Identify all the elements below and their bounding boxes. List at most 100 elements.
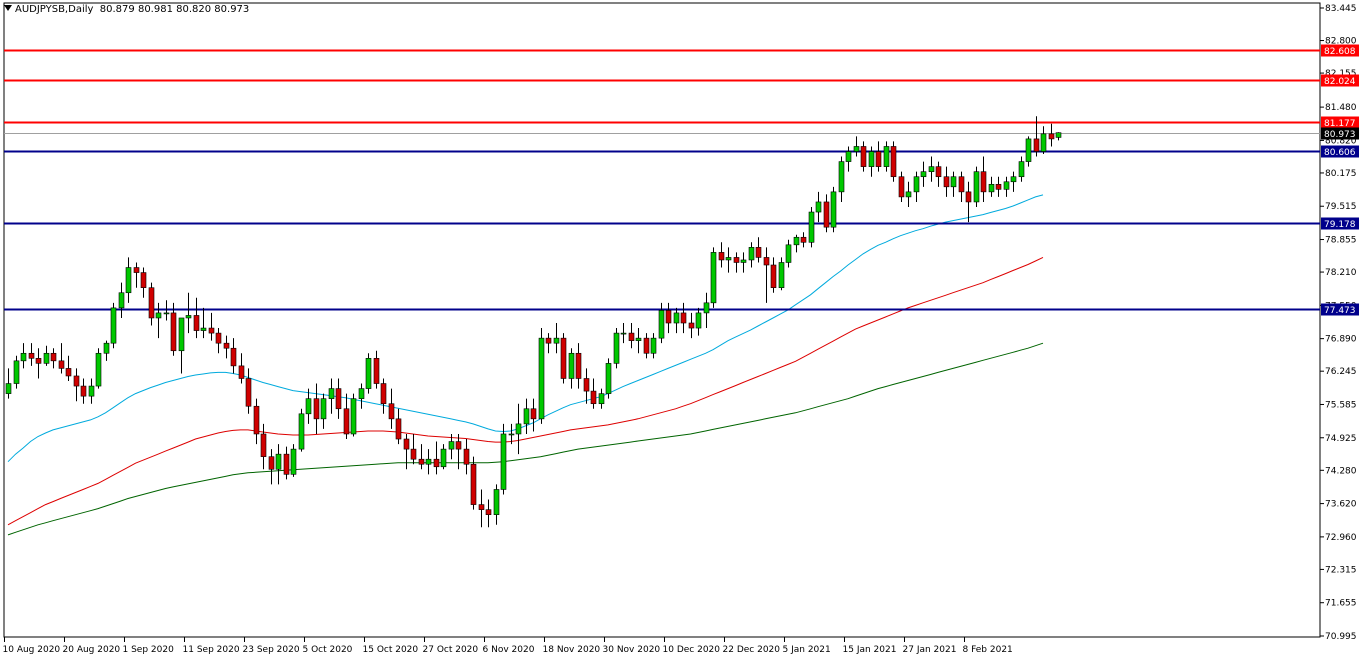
candle[interactable] xyxy=(1018,156,1025,182)
candle[interactable] xyxy=(133,262,140,288)
candle[interactable] xyxy=(208,312,215,341)
candle[interactable] xyxy=(103,340,110,361)
candle[interactable] xyxy=(583,368,590,404)
candle[interactable] xyxy=(35,348,42,379)
candle[interactable] xyxy=(695,307,702,336)
candle[interactable] xyxy=(43,345,50,366)
candle[interactable] xyxy=(830,186,837,233)
candle[interactable] xyxy=(433,441,440,475)
candle[interactable] xyxy=(88,378,95,404)
candle[interactable] xyxy=(313,383,320,434)
candle[interactable] xyxy=(800,232,807,248)
candle[interactable] xyxy=(763,247,770,303)
candle[interactable] xyxy=(260,423,267,470)
candle[interactable] xyxy=(155,302,162,339)
candle[interactable] xyxy=(845,146,852,172)
candle[interactable] xyxy=(253,398,260,445)
candle[interactable] xyxy=(95,348,102,389)
candle[interactable] xyxy=(358,383,365,409)
candle[interactable] xyxy=(245,368,252,414)
candle[interactable] xyxy=(530,398,537,432)
candle[interactable] xyxy=(868,146,875,177)
candle[interactable] xyxy=(718,242,725,268)
candle[interactable] xyxy=(635,328,642,354)
candle[interactable] xyxy=(1055,132,1062,141)
candle[interactable] xyxy=(5,368,12,399)
candle[interactable] xyxy=(448,433,455,460)
candle[interactable] xyxy=(290,444,297,477)
candle[interactable] xyxy=(605,358,612,399)
candle[interactable] xyxy=(80,378,87,404)
candle[interactable] xyxy=(628,323,635,349)
candle[interactable] xyxy=(388,388,395,429)
candle[interactable] xyxy=(58,343,65,374)
candle[interactable] xyxy=(905,181,912,207)
candle[interactable] xyxy=(65,355,72,382)
candle[interactable] xyxy=(740,252,747,273)
candle[interactable] xyxy=(575,343,582,389)
candle[interactable] xyxy=(365,353,372,394)
candle[interactable] xyxy=(1048,123,1055,147)
candle[interactable] xyxy=(688,312,695,339)
candle[interactable] xyxy=(598,388,605,409)
candle[interactable] xyxy=(748,242,755,268)
candle[interactable] xyxy=(838,156,845,202)
candle[interactable] xyxy=(493,484,500,525)
candle[interactable] xyxy=(950,171,957,197)
candle[interactable] xyxy=(725,247,732,273)
candle[interactable] xyxy=(928,156,935,182)
candle[interactable] xyxy=(778,257,785,291)
candle[interactable] xyxy=(808,206,815,248)
candle[interactable] xyxy=(793,234,800,253)
candle[interactable] xyxy=(13,355,20,389)
candle[interactable] xyxy=(470,456,477,510)
candle[interactable] xyxy=(268,449,275,485)
candle[interactable] xyxy=(995,176,1002,197)
candle[interactable] xyxy=(920,161,927,187)
candle[interactable] xyxy=(320,393,327,429)
candle[interactable] xyxy=(28,343,35,366)
candle[interactable] xyxy=(1003,176,1010,197)
candle[interactable] xyxy=(650,333,657,359)
candle[interactable] xyxy=(110,302,117,349)
candle[interactable] xyxy=(973,166,980,207)
candle[interactable] xyxy=(703,292,710,329)
candle[interactable] xyxy=(553,323,560,354)
candle[interactable] xyxy=(73,368,80,402)
candle[interactable] xyxy=(335,378,342,419)
dropdown-triangle-icon[interactable] xyxy=(4,5,12,11)
candle[interactable] xyxy=(965,181,972,223)
candle[interactable] xyxy=(785,239,792,268)
candle[interactable] xyxy=(1033,116,1040,157)
candle[interactable] xyxy=(1040,126,1047,155)
candle[interactable] xyxy=(118,282,125,318)
candle[interactable] xyxy=(410,433,417,465)
candle[interactable] xyxy=(935,161,942,187)
candle[interactable] xyxy=(538,328,545,424)
candle[interactable] xyxy=(20,343,27,369)
candle[interactable] xyxy=(943,166,950,197)
candle[interactable] xyxy=(485,499,492,528)
candle[interactable] xyxy=(988,176,995,197)
candle[interactable] xyxy=(275,444,282,485)
candle[interactable] xyxy=(658,302,665,344)
candle[interactable] xyxy=(125,257,132,303)
candle[interactable] xyxy=(200,307,207,339)
candle[interactable] xyxy=(515,403,522,455)
candle[interactable] xyxy=(770,257,777,293)
candle[interactable] xyxy=(373,350,380,389)
candle[interactable] xyxy=(425,449,432,475)
candle[interactable] xyxy=(418,444,425,470)
candle[interactable] xyxy=(560,333,567,384)
candle[interactable] xyxy=(193,297,200,339)
candle[interactable] xyxy=(1025,136,1032,167)
candle[interactable] xyxy=(890,141,897,182)
candle[interactable] xyxy=(500,423,507,495)
candle[interactable] xyxy=(380,378,387,414)
candle[interactable] xyxy=(170,302,177,356)
candle[interactable] xyxy=(853,136,860,157)
candle[interactable] xyxy=(305,388,312,424)
candle[interactable] xyxy=(860,141,867,172)
candle[interactable] xyxy=(395,408,402,445)
